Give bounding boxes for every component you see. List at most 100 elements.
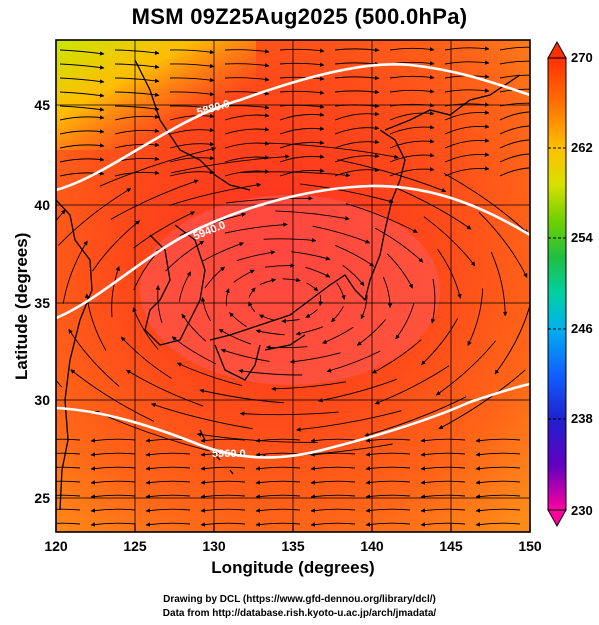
streamline bbox=[290, 352, 341, 364]
streamline bbox=[204, 266, 225, 289]
streamline bbox=[389, 75, 435, 80]
streamline bbox=[365, 452, 411, 457]
streamline bbox=[255, 452, 301, 457]
streamline bbox=[444, 152, 490, 163]
streamline bbox=[282, 277, 301, 283]
streamline bbox=[259, 278, 277, 286]
streamline bbox=[499, 60, 530, 65]
streamline bbox=[114, 91, 160, 97]
streamline bbox=[225, 196, 313, 204]
streamline bbox=[305, 266, 331, 278]
streamline bbox=[365, 466, 411, 471]
streamline bbox=[255, 522, 301, 527]
streamline bbox=[490, 251, 508, 317]
height-contours bbox=[56, 63, 530, 459]
streamline bbox=[200, 494, 246, 499]
streamline bbox=[169, 169, 215, 177]
x-tick-label: 145 bbox=[439, 538, 463, 554]
streamline bbox=[279, 48, 325, 53]
streamline bbox=[176, 362, 243, 387]
streamline bbox=[444, 166, 490, 177]
streamline bbox=[438, 369, 526, 430]
streamline bbox=[225, 222, 288, 234]
streamline bbox=[59, 49, 105, 56]
streamline bbox=[248, 301, 256, 313]
credit-data: Data from http://database.rish.kyoto-u.a… bbox=[162, 608, 437, 619]
streamline bbox=[255, 438, 301, 443]
streamline bbox=[275, 210, 350, 221]
streamline bbox=[90, 438, 136, 443]
streamline bbox=[310, 494, 356, 499]
streamline bbox=[225, 288, 230, 306]
y-tick-label: 30 bbox=[34, 392, 50, 408]
streamline bbox=[420, 438, 466, 443]
streamline bbox=[310, 438, 356, 443]
streamline bbox=[263, 238, 317, 243]
streamline bbox=[224, 169, 270, 177]
streamline bbox=[390, 185, 472, 230]
streamline bbox=[279, 154, 325, 163]
streamline bbox=[389, 139, 435, 149]
streamline bbox=[224, 113, 270, 121]
streamline bbox=[265, 345, 308, 350]
streamline bbox=[99, 146, 217, 187]
streamline bbox=[334, 47, 380, 53]
streamline bbox=[114, 49, 160, 55]
streamline bbox=[365, 494, 411, 499]
streamline bbox=[475, 452, 521, 457]
streamline bbox=[356, 319, 386, 346]
streamline bbox=[279, 126, 325, 135]
streamline bbox=[475, 466, 521, 471]
colorbar: 270 262 254 246 238 230 bbox=[547, 40, 593, 528]
streamline bbox=[310, 452, 356, 457]
streamline bbox=[420, 452, 466, 457]
x-tick-label: 140 bbox=[360, 538, 384, 554]
streamline bbox=[345, 203, 418, 233]
streamline bbox=[169, 63, 215, 69]
streamline bbox=[59, 143, 105, 149]
streamline bbox=[310, 480, 356, 485]
colorbar-gradient bbox=[547, 57, 567, 511]
streamline bbox=[437, 248, 462, 299]
streamline bbox=[337, 159, 447, 193]
streamline bbox=[389, 47, 435, 52]
streamline bbox=[126, 369, 204, 407]
streamline bbox=[310, 466, 356, 471]
streamline bbox=[224, 91, 270, 96]
streamline bbox=[499, 167, 530, 177]
streamline bbox=[178, 271, 192, 302]
streamline bbox=[499, 125, 530, 135]
streamline bbox=[229, 312, 247, 327]
streamline bbox=[423, 216, 476, 267]
streamline bbox=[56, 438, 81, 441]
x-tick-label: 120 bbox=[44, 538, 68, 554]
y-tick-label: 35 bbox=[34, 295, 50, 311]
streamline bbox=[420, 508, 466, 513]
streamline bbox=[90, 452, 136, 457]
streamline bbox=[111, 266, 120, 318]
streamline bbox=[56, 452, 81, 455]
streamline bbox=[444, 124, 490, 135]
streamline bbox=[224, 63, 270, 68]
streamline bbox=[499, 111, 530, 121]
streamline bbox=[420, 480, 466, 485]
contour-line-5880 bbox=[56, 63, 530, 192]
streamline bbox=[326, 350, 381, 373]
streamline bbox=[475, 494, 521, 499]
y-tick-label: 25 bbox=[34, 490, 50, 506]
streamline bbox=[145, 508, 191, 513]
streamline bbox=[145, 480, 191, 485]
streamline bbox=[171, 336, 217, 365]
streamline bbox=[239, 411, 339, 416]
streamline bbox=[169, 91, 215, 97]
streamline bbox=[443, 173, 529, 234]
streamline bbox=[90, 494, 136, 499]
streamline bbox=[224, 105, 270, 110]
streamline bbox=[365, 438, 411, 443]
y-tick-label: 40 bbox=[34, 197, 50, 213]
x-axis-label: Longitude (degrees) bbox=[211, 558, 375, 577]
colorbar-tick-label: 230 bbox=[571, 503, 593, 518]
streamline bbox=[165, 240, 205, 272]
streamline bbox=[296, 410, 402, 432]
streamline bbox=[224, 141, 270, 149]
